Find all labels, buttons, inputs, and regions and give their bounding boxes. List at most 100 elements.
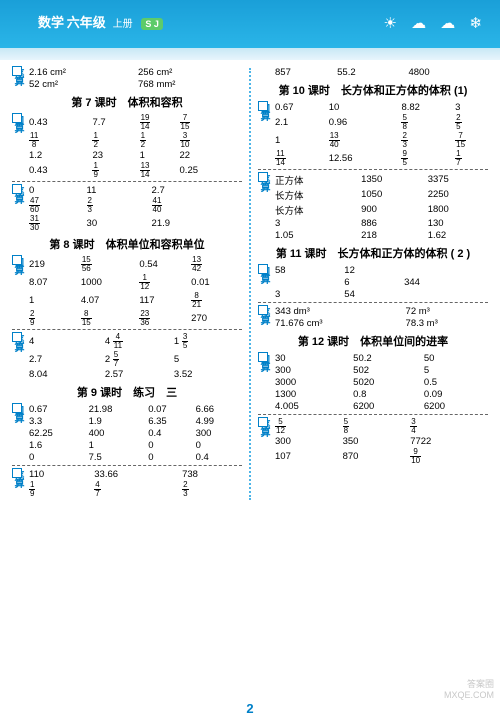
cell: 4 411 <box>104 332 173 350</box>
table-row: 21915560.541342 <box>28 255 242 273</box>
cell: 54 <box>343 288 403 300</box>
cell: 2.7 <box>151 184 242 196</box>
cell: 1340 <box>328 131 396 149</box>
block-tag: 笔算 <box>12 470 25 486</box>
table-row: 0.437.71914715 <box>28 113 242 131</box>
cell: 738 <box>181 468 242 480</box>
cell: 23 <box>181 480 242 498</box>
cell: 1.6 <box>28 439 88 451</box>
cell: 2336 <box>138 309 190 327</box>
data-table: 0112.7476023414031303021.9 <box>28 184 242 232</box>
data-table: 44 4111 352.72 5758.042.573.52 <box>28 332 242 380</box>
table-row: 0.431913140.25 <box>28 161 242 179</box>
cell: 0.96 <box>328 113 396 131</box>
data-table: 2.16 cm²256 cm²52 cm²768 mm² <box>28 66 242 90</box>
cell: 400 <box>88 427 148 439</box>
cell: 17 <box>454 149 488 167</box>
hdr-vol: 上册 <box>113 19 133 30</box>
cell: 768 mm² <box>137 78 242 90</box>
table-row: 8.042.573.52 <box>28 368 242 380</box>
dash-divider <box>12 181 242 182</box>
cell: 715 <box>179 113 242 131</box>
cell: 118 <box>28 131 91 149</box>
cell: 300 <box>195 427 242 439</box>
answer-block: 口算0.437.7191471511812123101.2231220.4319… <box>12 113 242 179</box>
cell: 117 <box>138 291 190 309</box>
cell: 1050 <box>360 187 421 202</box>
cell: 长方体 <box>274 202 355 217</box>
cell: 3.52 <box>173 368 242 380</box>
cell: 0.67 <box>28 403 88 415</box>
cell: 219 <box>28 255 80 273</box>
section-title: 第 9 课时 练习 三 <box>12 384 242 400</box>
data-table: 3050.2503005025300050200.513000.80.094.0… <box>274 352 488 412</box>
cell: 0.09 <box>423 388 488 400</box>
answer-block: 笔算44 4111 352.72 5758.042.573.52 <box>12 332 242 380</box>
cloud-icon: ☁ <box>411 15 426 32</box>
table-row: 5125834 <box>274 417 488 435</box>
cell: 21.98 <box>88 403 148 415</box>
cell: 1 <box>88 439 148 451</box>
cell: 50.2 <box>352 352 417 364</box>
table-row: 4.00562006200 <box>274 400 488 412</box>
cell: 3130 <box>28 214 86 232</box>
answer-block: 口算58126344354 <box>258 264 488 300</box>
section-title: 第 10 课时 长方体和正方体的体积 (1) <box>258 82 488 98</box>
cell: 910 <box>409 447 488 465</box>
cell: 2.16 cm² <box>28 66 132 78</box>
cell: 7722 <box>409 435 488 447</box>
table-row: 52 cm²768 mm² <box>28 78 242 90</box>
answer-block: 85755.24800 <box>258 66 488 78</box>
raincloud-icon: ☁ <box>440 15 455 32</box>
weather-icons: ☀ ☁ ☁ ❄ <box>373 14 482 32</box>
cell: 1 35 <box>173 332 242 350</box>
table-row: 长方体10502250 <box>274 187 488 202</box>
cell <box>402 417 409 435</box>
cell <box>142 196 151 214</box>
table-row: 107870910 <box>274 447 488 465</box>
cell: 2 57 <box>104 350 173 368</box>
cell: 12.56 <box>328 149 396 167</box>
cell: 23 <box>400 131 454 149</box>
cell: 344 <box>403 276 488 288</box>
table-row: 3003507722 <box>274 435 488 447</box>
section-title: 第 12 课时 体积单位间的进率 <box>258 333 488 349</box>
cell: 长方体 <box>274 187 355 202</box>
data-table: 343 dm³72 m³71.676 cm³78.3 m³ <box>274 305 488 329</box>
table-row: 343 dm³72 m³ <box>274 305 488 317</box>
cell <box>97 368 104 380</box>
cell: 1 <box>28 291 80 309</box>
cell: 19 <box>91 161 138 179</box>
cell: 4140 <box>151 196 242 214</box>
cell: 4760 <box>28 196 86 214</box>
cell <box>97 332 104 350</box>
cell: 310 <box>179 131 242 149</box>
cell: 3 <box>274 217 355 229</box>
cell: 6.35 <box>147 415 194 427</box>
cell <box>86 480 93 498</box>
block-tag: 口算 <box>258 266 271 282</box>
cell: 3.3 <box>28 415 88 427</box>
table-row: 194723 <box>28 480 242 498</box>
cell: 72 m³ <box>405 305 488 317</box>
table-row: 2.16 cm²256 cm² <box>28 66 242 78</box>
cell: 3000 <box>274 376 347 388</box>
table-row: 1.052181.62 <box>274 229 488 241</box>
cell: 4.07 <box>80 291 139 309</box>
cell <box>335 435 342 447</box>
cell: 0.67 <box>274 101 328 113</box>
column-divider <box>249 68 251 500</box>
cell: 6200 <box>423 400 488 412</box>
section-title: 第 8 课时 体积单位和容积单位 <box>12 236 242 252</box>
answer-block: 笔算2.16 cm²256 cm²52 cm²768 mm² <box>12 66 242 90</box>
cell <box>402 447 409 465</box>
data-table: 21915560.5413428.0710001120.0114.0711782… <box>28 255 242 327</box>
cell: 900 <box>360 202 421 217</box>
cell: 29 <box>28 309 80 327</box>
cell: 0 <box>147 439 194 451</box>
block-tag: 口算 <box>12 405 25 421</box>
hdr-badge: S J <box>141 18 163 30</box>
cell: 218 <box>360 229 421 241</box>
table-row: 07.500.4 <box>28 451 242 463</box>
cell: 8.07 <box>28 273 80 291</box>
